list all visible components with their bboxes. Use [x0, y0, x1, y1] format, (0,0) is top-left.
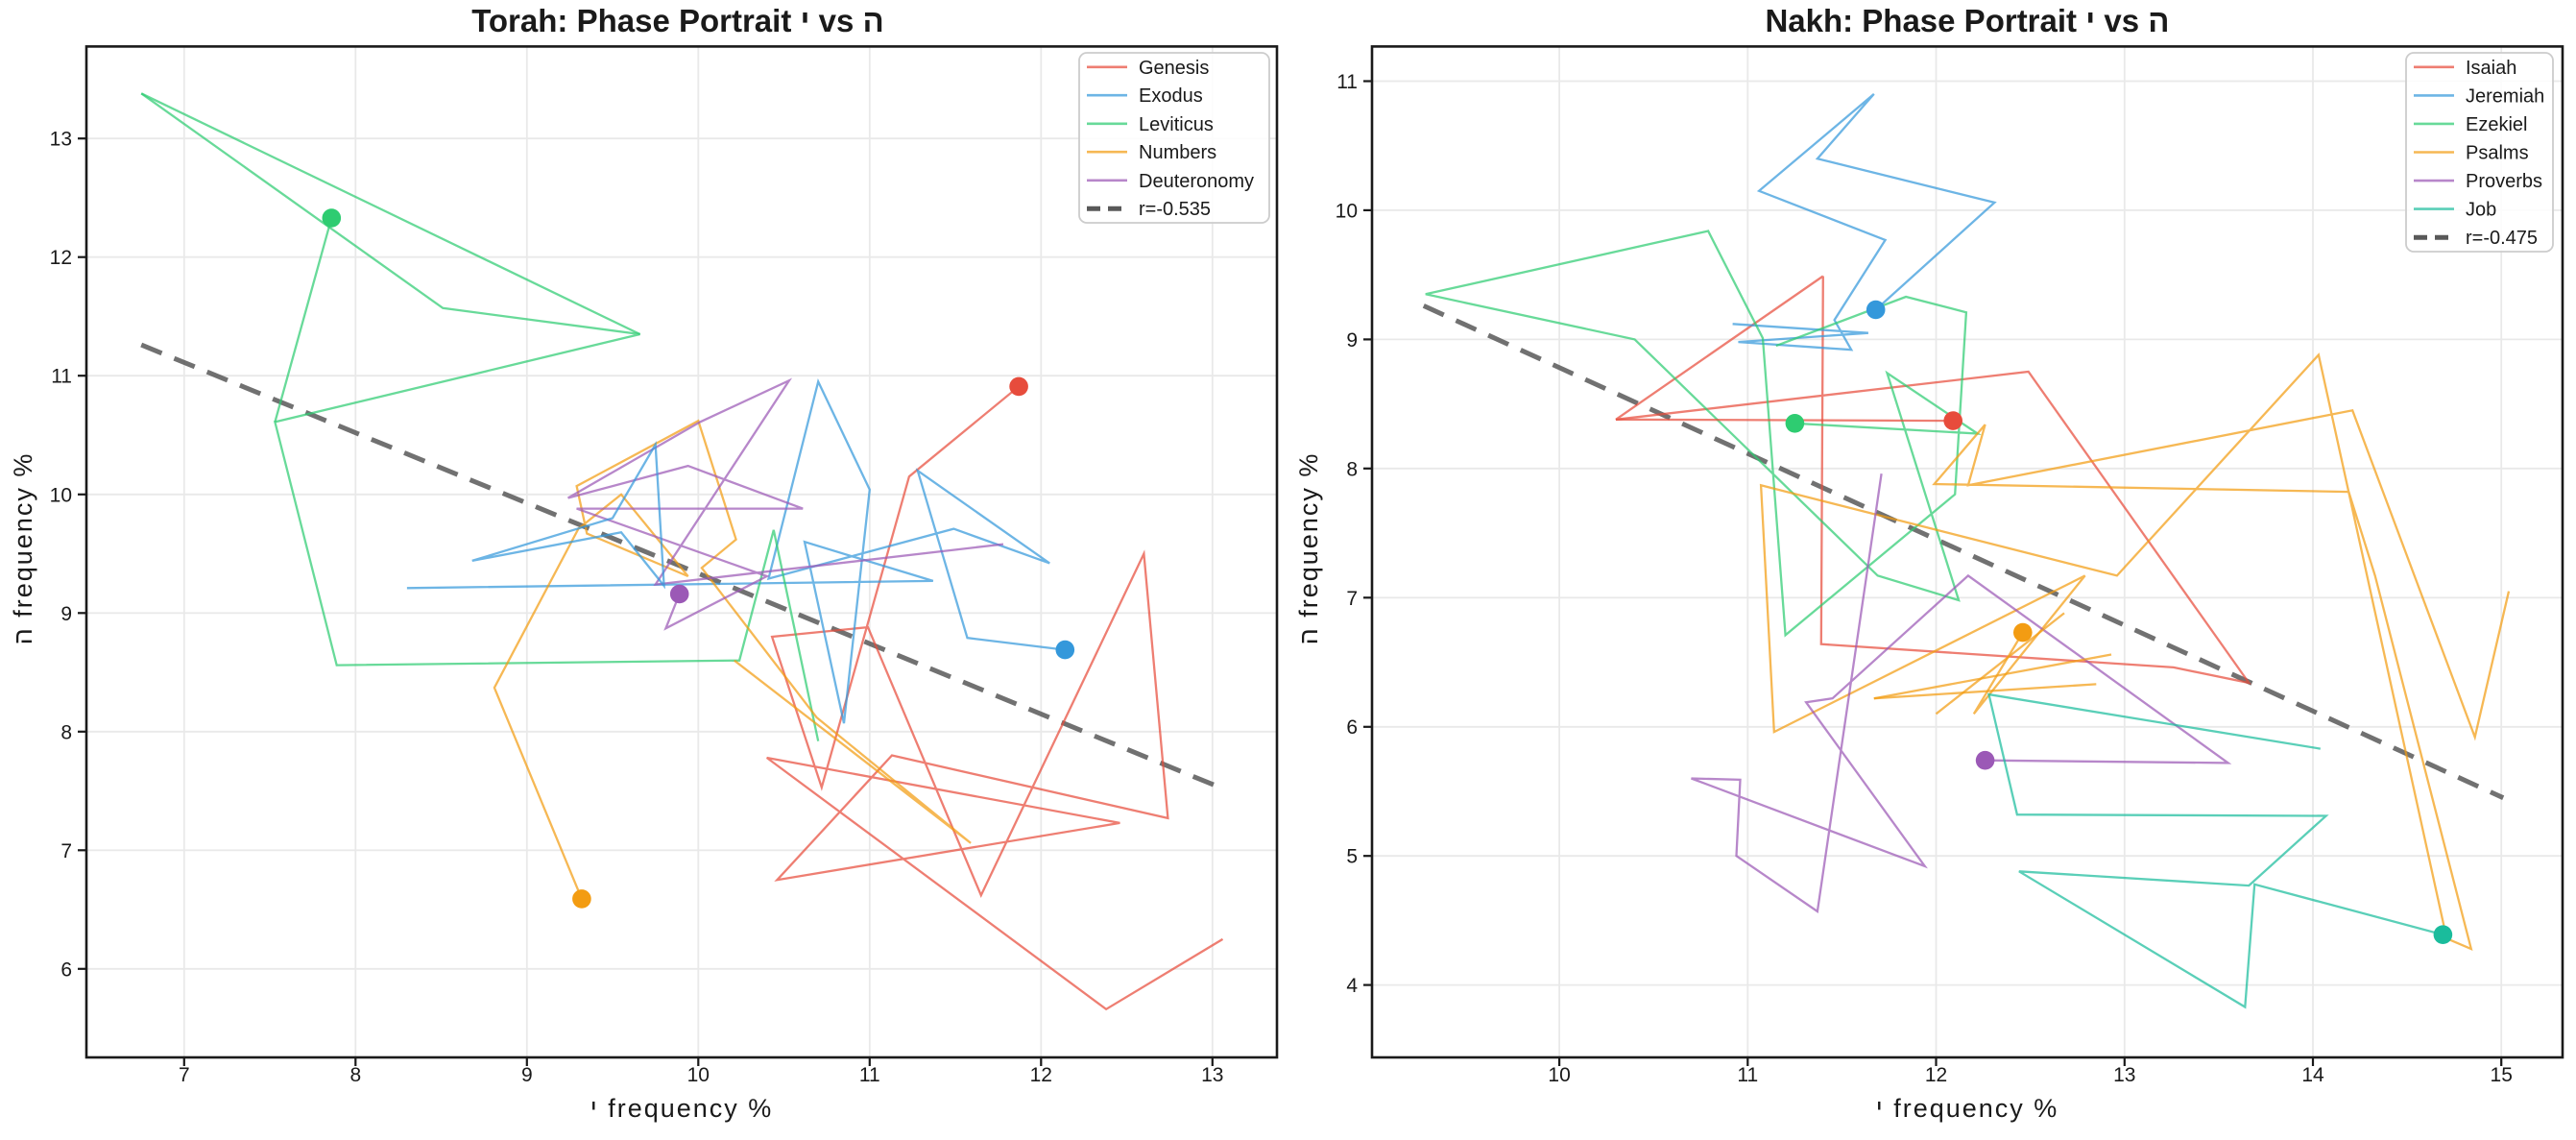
svg-text:10: 10	[1548, 1064, 1570, 1086]
svg-text:12: 12	[50, 247, 72, 269]
svg-text:12: 12	[1925, 1064, 1947, 1086]
svg-text:6: 6	[60, 958, 72, 981]
svg-text:ה frequency %: ה frequency %	[1294, 452, 1323, 645]
svg-text:r=-0.535: r=-0.535	[1139, 199, 1211, 220]
svg-text:15: 15	[2491, 1064, 2513, 1086]
svg-text:11: 11	[51, 366, 72, 388]
svg-text:7: 7	[60, 840, 72, 862]
svg-text:14: 14	[2301, 1064, 2324, 1086]
svg-text:Exodus: Exodus	[1139, 85, 1203, 107]
svg-text:Nakh: Phase Portrait י vs ה: Nakh: Phase Portrait י vs ה	[1765, 3, 2169, 38]
svg-text:י frequency %: י frequency %	[590, 1094, 774, 1123]
svg-text:Numbers: Numbers	[1139, 142, 1216, 163]
svg-text:4: 4	[1346, 975, 1358, 997]
svg-text:8: 8	[1346, 458, 1358, 480]
svg-text:Isaiah: Isaiah	[2466, 58, 2516, 79]
svg-text:10: 10	[1336, 200, 1358, 222]
svg-text:11: 11	[1737, 1064, 1758, 1086]
svg-text:13: 13	[1201, 1064, 1223, 1086]
svg-text:10: 10	[687, 1064, 710, 1086]
svg-text:9: 9	[521, 1064, 533, 1086]
svg-text:13: 13	[50, 129, 72, 151]
svg-text:Psalms: Psalms	[2466, 143, 2529, 164]
svg-text:8: 8	[349, 1064, 361, 1086]
svg-text:r=-0.475: r=-0.475	[2466, 228, 2538, 249]
svg-text:6: 6	[1346, 716, 1358, 739]
svg-text:ה frequency %: ה frequency %	[9, 452, 37, 645]
svg-text:11: 11	[859, 1064, 880, 1086]
svg-text:Proverbs: Proverbs	[2466, 171, 2542, 192]
svg-text:Torah: Phase Portrait י vs ה: Torah: Phase Portrait י vs ה	[471, 3, 884, 38]
svg-text:5: 5	[1346, 846, 1358, 868]
svg-text:Deuteronomy: Deuteronomy	[1139, 171, 1254, 192]
svg-text:11: 11	[1336, 71, 1358, 93]
svg-text:Jeremiah: Jeremiah	[2466, 85, 2544, 107]
svg-text:י frequency %: י frequency %	[1876, 1094, 2059, 1123]
svg-text:13: 13	[2113, 1064, 2135, 1086]
svg-text:12: 12	[1030, 1064, 1052, 1086]
svg-text:7: 7	[179, 1064, 190, 1086]
svg-text:9: 9	[60, 603, 72, 625]
svg-text:Job: Job	[2466, 200, 2496, 221]
svg-text:10: 10	[50, 484, 72, 506]
svg-text:Genesis: Genesis	[1139, 58, 1209, 79]
svg-text:8: 8	[60, 721, 72, 743]
svg-text:9: 9	[1346, 329, 1358, 352]
svg-text:Ezekiel: Ezekiel	[2466, 114, 2527, 135]
svg-text:Leviticus: Leviticus	[1139, 114, 1214, 135]
svg-text:7: 7	[1346, 588, 1358, 610]
